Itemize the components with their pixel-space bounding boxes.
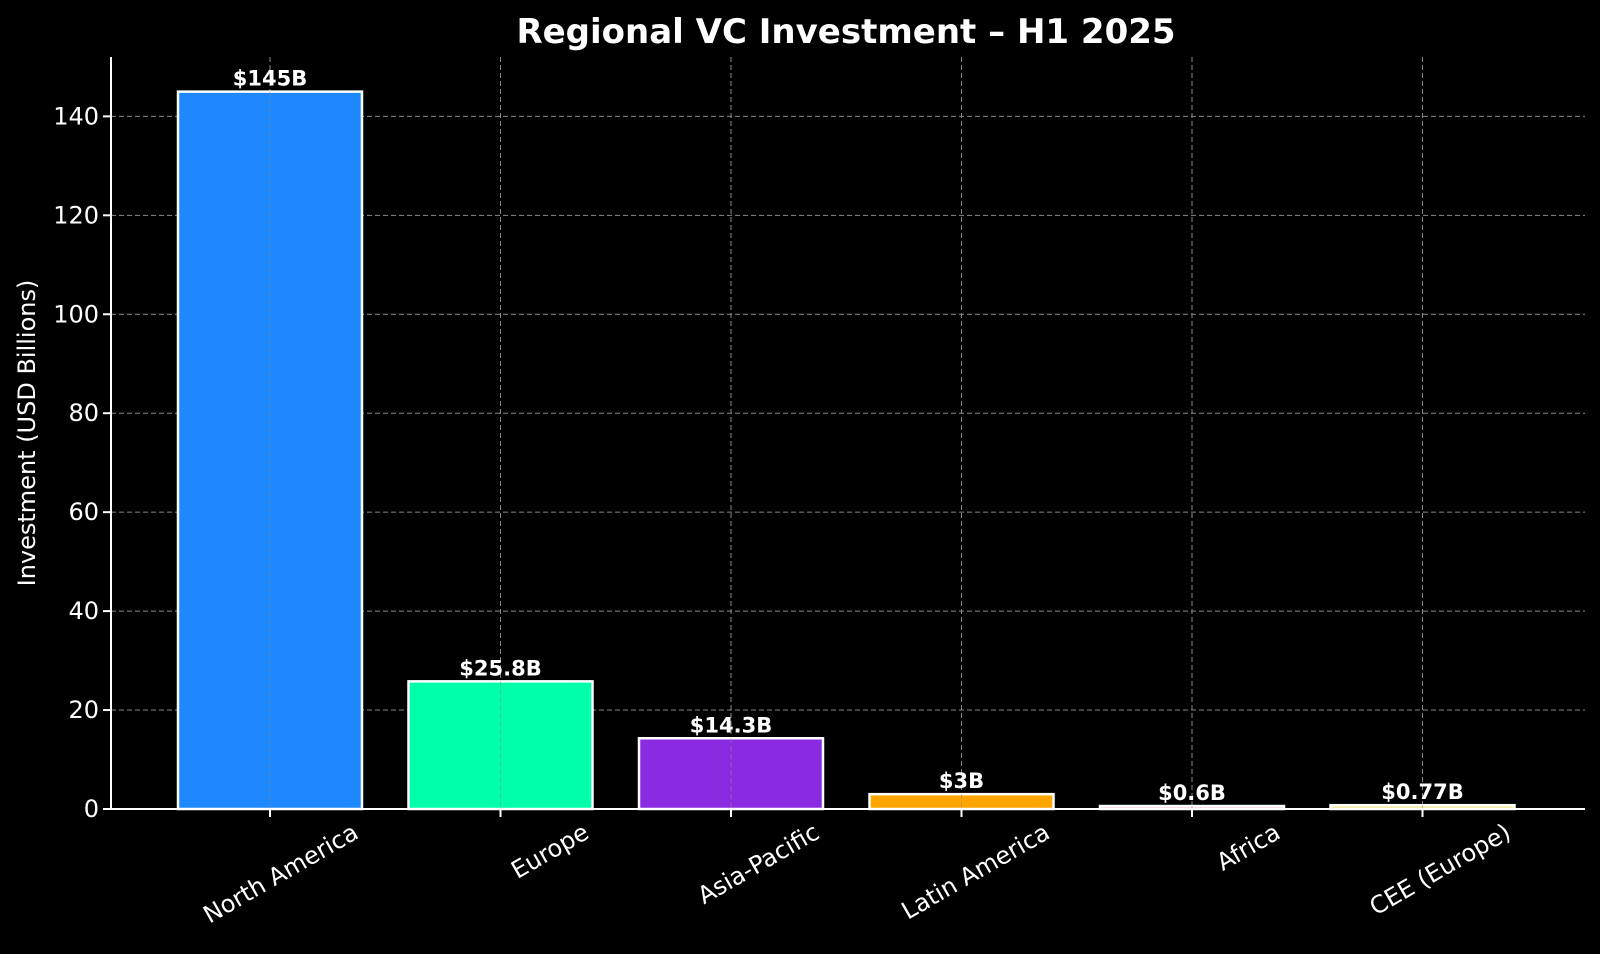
bars (176, 90, 1516, 811)
y-tick-label: 60 (68, 498, 99, 526)
y-tick-label: 80 (68, 399, 99, 427)
x-tick-label: Europe (506, 818, 593, 884)
chart-title: Regional VC Investment – H1 2025 (516, 12, 1175, 52)
data-labels: $145B $25.8B $14.3B $3B $0.6B $0.77B (233, 67, 1464, 805)
y-tick-label: 120 (53, 201, 99, 229)
data-label: $0.77B (1381, 780, 1463, 804)
y-tick-label: 40 (68, 597, 99, 625)
y-tick-label: 100 (53, 300, 99, 328)
data-label: $0.6B (1158, 781, 1226, 805)
x-tick-label: Africa (1212, 818, 1285, 876)
y-tick-label: 20 (68, 696, 99, 724)
y-axis-label: Investment (USD Billions) (13, 280, 41, 587)
x-ticks: North America Europe Asia-Pacific Latin Ame… (199, 809, 1516, 929)
y-ticks: 0 20 40 60 80 100 120 140 (53, 102, 111, 823)
x-tick-label: North America (199, 818, 363, 929)
data-label: $3B (939, 769, 984, 793)
x-tick-label: Asia-Pacific (693, 818, 824, 910)
y-tick-label: 0 (84, 795, 99, 823)
y-tick-label: 140 (53, 102, 99, 130)
x-tick-label: CEE (Europe) (1365, 818, 1516, 921)
data-label: $25.8B (459, 656, 541, 680)
data-label: $145B (233, 67, 307, 91)
data-label: $14.3B (690, 713, 772, 737)
x-tick-label: Latin America (897, 818, 1055, 925)
